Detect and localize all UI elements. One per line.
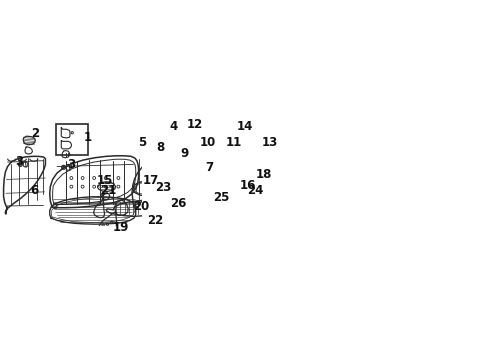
Text: 15: 15 xyxy=(97,174,113,186)
Text: 22: 22 xyxy=(147,214,163,227)
Text: 20: 20 xyxy=(133,201,149,213)
Text: 17: 17 xyxy=(143,174,159,186)
Bar xyxy=(55,124,88,155)
Text: 3: 3 xyxy=(15,155,24,168)
Text: 9: 9 xyxy=(181,147,189,160)
Text: 2: 2 xyxy=(31,127,39,140)
Text: 19: 19 xyxy=(113,221,129,234)
Text: 6: 6 xyxy=(30,184,39,197)
Text: 21: 21 xyxy=(100,184,116,197)
Text: 12: 12 xyxy=(187,118,203,131)
Text: 13: 13 xyxy=(262,136,278,149)
Text: 11: 11 xyxy=(226,136,242,149)
Text: 16: 16 xyxy=(240,179,256,192)
Text: 18: 18 xyxy=(256,168,272,181)
Text: 25: 25 xyxy=(213,191,230,204)
Text: 10: 10 xyxy=(200,136,216,149)
Text: 3: 3 xyxy=(67,158,75,171)
Text: 5: 5 xyxy=(139,136,147,149)
Text: 26: 26 xyxy=(170,197,187,210)
Text: 4: 4 xyxy=(169,121,177,134)
Text: 24: 24 xyxy=(247,184,263,198)
Text: 14: 14 xyxy=(236,120,253,132)
Text: 8: 8 xyxy=(157,141,165,154)
Text: 23: 23 xyxy=(156,181,172,194)
Text: 1: 1 xyxy=(84,131,92,144)
Text: 7: 7 xyxy=(205,161,213,174)
